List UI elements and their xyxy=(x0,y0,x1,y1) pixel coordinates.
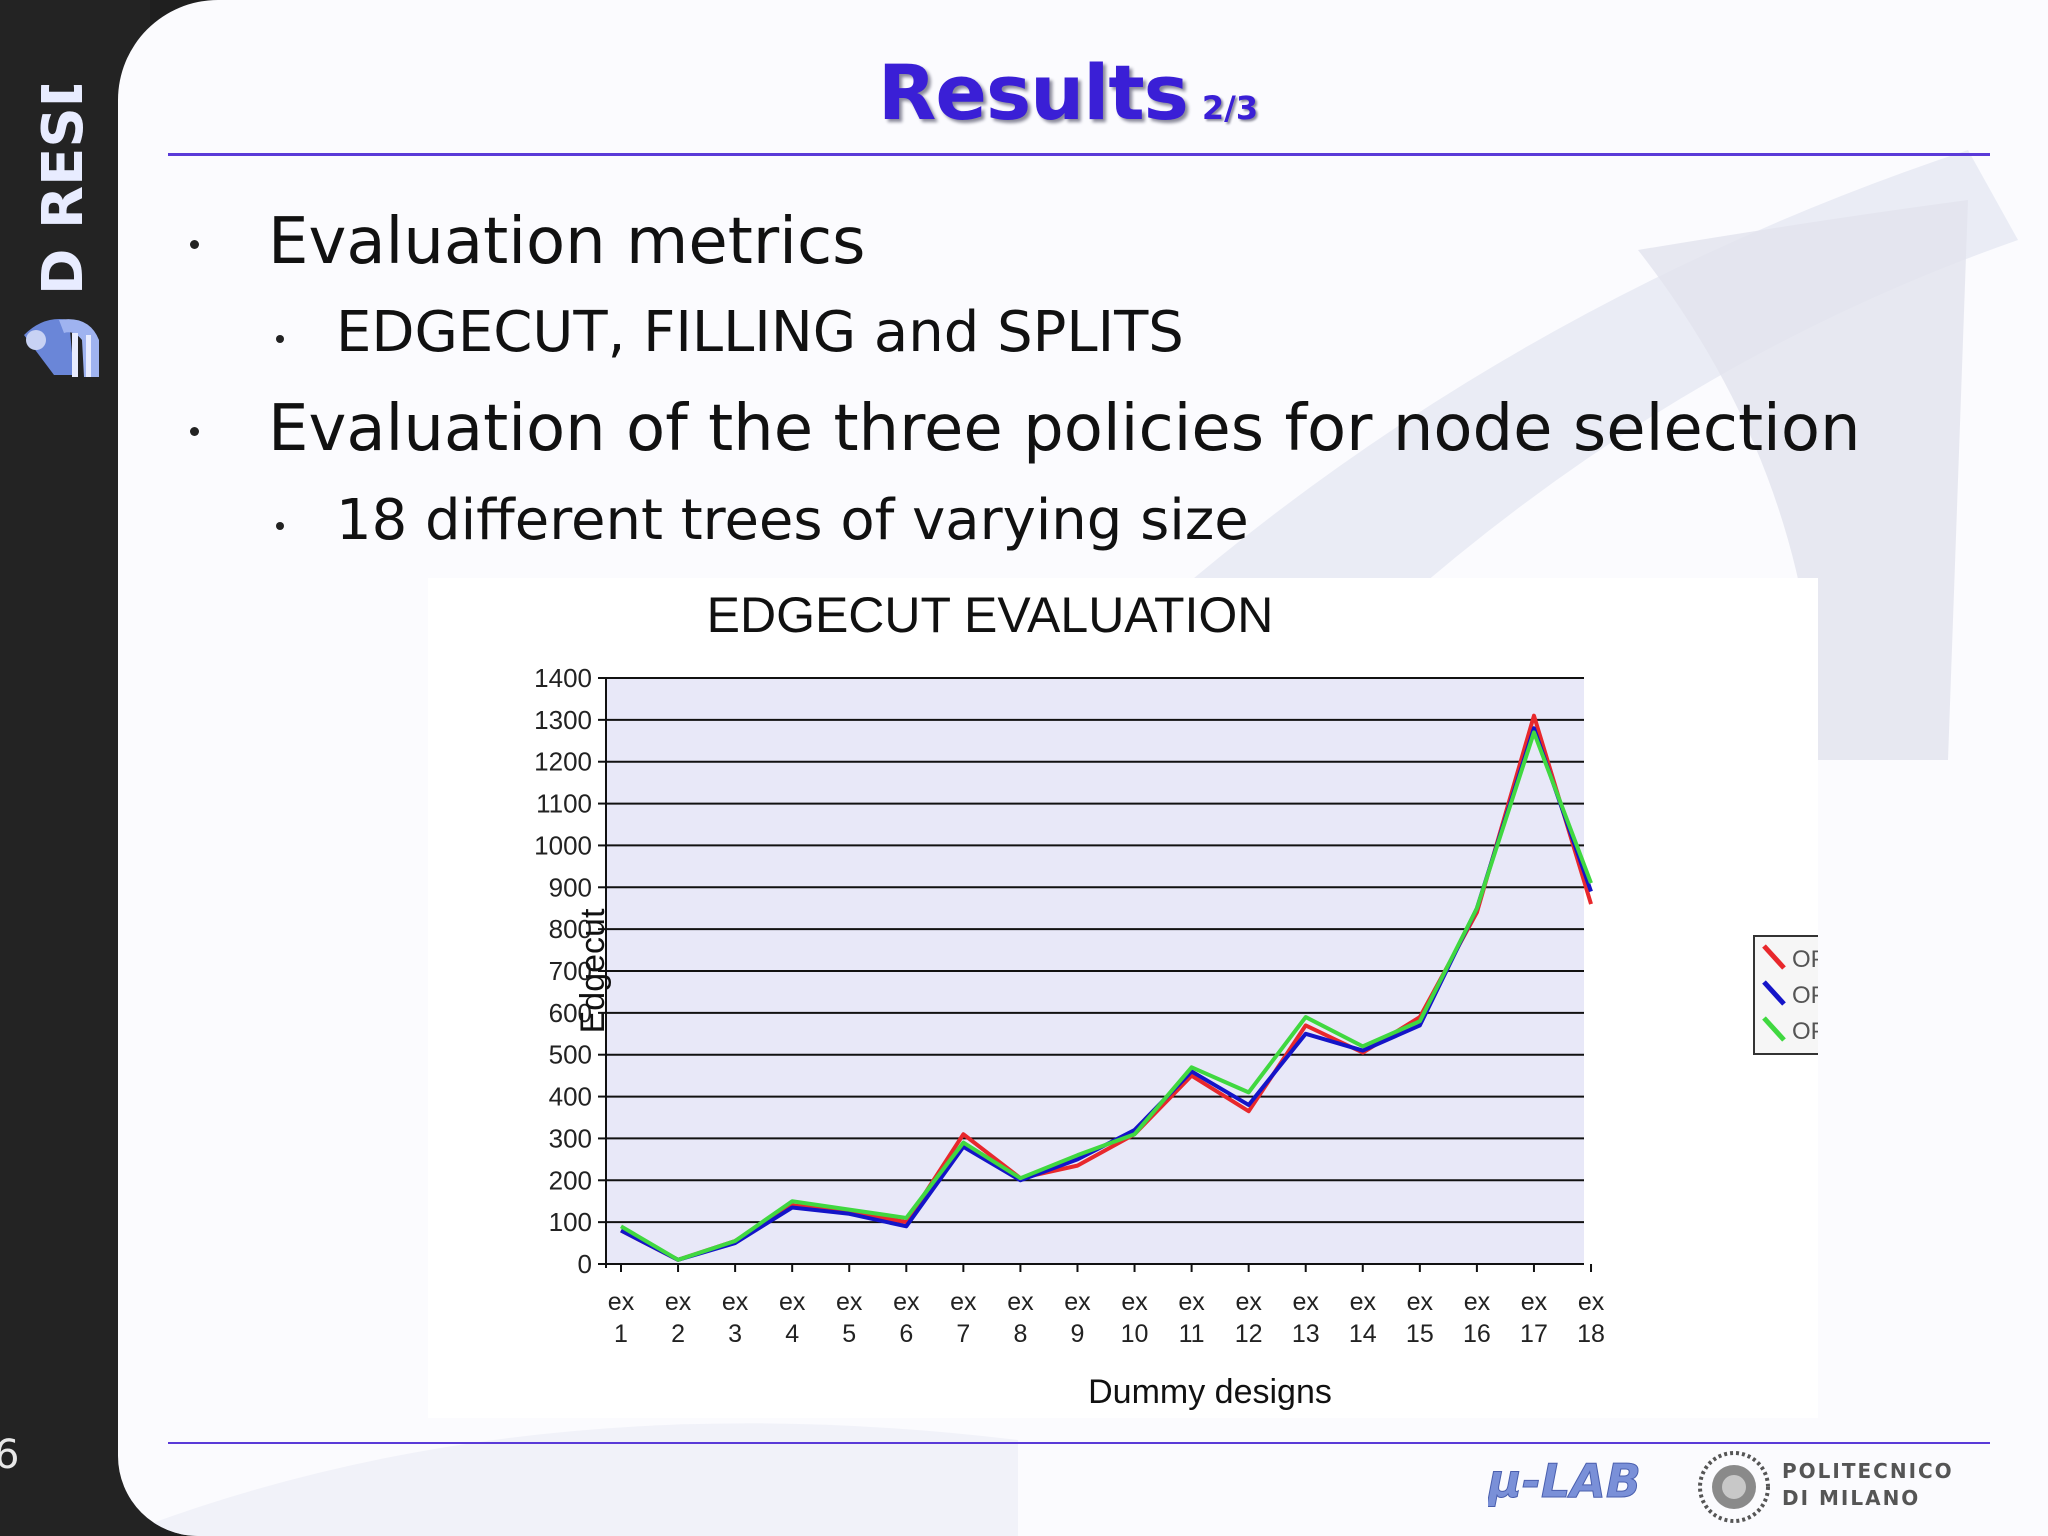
x-tick-labels: ex 1 ex 2 ex 3 ex 4 ex 5 ex 6 ex 7 ex 8 ex 9 ex 10 ex 11 ex 12 e… xyxy=(608,1288,1605,1348)
bullet-dot xyxy=(276,522,284,530)
legend-swatch xyxy=(1762,944,1786,970)
title-divider xyxy=(168,153,1990,156)
x-tick-label: ex 18 xyxy=(1577,1288,1605,1348)
legend-label: OPT2 xyxy=(1792,1018,1818,1045)
bullet-dot xyxy=(190,240,199,249)
y-axis-label: Edgecut xyxy=(574,908,612,1033)
page-title: Results xyxy=(877,48,1189,137)
y-tick-label: 900 xyxy=(549,872,592,902)
y-tick-labels: 0 100 200 300 400 500 600 700 800 900 1000 1100 1200… xyxy=(534,663,592,1279)
mu-lab-logo: μ-LAB xyxy=(1488,1454,1641,1508)
x-tick-label: ex 1 xyxy=(608,1288,635,1348)
chart-title: EDGECUT EVALUATION xyxy=(707,587,1274,643)
dresd-emblem-icon xyxy=(24,319,99,377)
y-tick-label: 1400 xyxy=(534,663,592,693)
x-tick-label: ex 17 xyxy=(1520,1288,1548,1348)
polimi-seal-icon xyxy=(1698,1451,1770,1523)
y-tick-label: 600 xyxy=(549,998,592,1028)
footer-divider xyxy=(168,1442,1990,1444)
x-tick-label: ex 14 xyxy=(1349,1288,1377,1348)
x-tick-label: ex 11 xyxy=(1178,1288,1205,1348)
x-tick-label: ex 16 xyxy=(1463,1288,1491,1348)
legend-swatch xyxy=(1762,1016,1786,1042)
series-lines xyxy=(619,713,1593,1262)
legend-box xyxy=(1753,935,1818,1055)
x-tick-label: ex 12 xyxy=(1235,1288,1263,1348)
background-swoosh xyxy=(118,150,2018,1536)
x-tick-label: ex 13 xyxy=(1292,1288,1320,1348)
dresd-logo-text: D RESD xyxy=(31,85,96,295)
bullet-2-sub-1: 18 different trees of varying size xyxy=(336,488,1249,553)
y-tick-label: 700 xyxy=(549,956,592,986)
slide: Results 2/3 Evaluation metrics EDGECUT, F… xyxy=(118,0,2048,1536)
y-tick-label: 100 xyxy=(549,1207,592,1237)
bullet-1: Evaluation metrics xyxy=(268,205,866,279)
edgecut-chart: EDGECUT EVALUATION 0 100 200 300 400 500 600 70… xyxy=(534,587,1818,1411)
bullet-1-sub-1: EDGECUT, FILLING and SPLITS xyxy=(336,300,1184,365)
title-row: Results 2/3 xyxy=(118,48,2018,137)
x-tick-label: ex 5 xyxy=(836,1288,863,1348)
x-tick-label: ex 8 xyxy=(1007,1288,1034,1348)
y-tick-label: 400 xyxy=(549,1082,592,1112)
footer-logos: μ-LAB POLITECNICO DI MILANO xyxy=(1488,1451,1954,1523)
y-tick-label: 200 xyxy=(549,1165,592,1195)
y-tick-label: 1000 xyxy=(534,830,592,860)
y-tick-label: 300 xyxy=(549,1123,592,1153)
gridlines xyxy=(598,677,1593,1272)
legend-swatch xyxy=(1762,980,1786,1006)
chart-panel: EDGECUT EVALUATION 0 100 200 300 400 500 600 70… xyxy=(428,578,1818,1418)
page-title-suffix: 2/3 xyxy=(1201,89,1259,127)
y-tick-label: 1300 xyxy=(534,705,592,735)
series-line-opt2 xyxy=(619,730,1593,1262)
y-tick-label: 1200 xyxy=(534,747,592,777)
y-tick-label: 1100 xyxy=(536,789,592,819)
legend-label: OPT0 xyxy=(1792,946,1818,973)
x-tick-label: ex 7 xyxy=(950,1288,977,1348)
y-tick-label: 0 xyxy=(578,1249,592,1279)
polimi-name-line1: POLITECNICO xyxy=(1782,1459,1954,1483)
y-tick-label: 500 xyxy=(549,1040,592,1070)
dresd-logo: D RESD xyxy=(24,85,99,377)
x-tick-label: ex 10 xyxy=(1121,1288,1149,1348)
x-axis-label: Dummy designs xyxy=(1088,1373,1332,1411)
x-tick-label: ex 3 xyxy=(722,1288,749,1348)
bullet-dot xyxy=(276,335,284,343)
x-tick-label: ex 6 xyxy=(893,1288,920,1348)
bullet-dot xyxy=(190,427,199,436)
bullet-2: Evaluation of the three policies for nod… xyxy=(268,392,1861,466)
page-number: 6 xyxy=(0,1432,20,1478)
x-tick-label: ex 4 xyxy=(779,1288,806,1348)
x-tick-label: ex 9 xyxy=(1064,1288,1091,1348)
legend-label: OPT1 xyxy=(1792,982,1818,1009)
x-tick-label: ex 15 xyxy=(1406,1288,1434,1348)
y-tick-label: 800 xyxy=(549,914,592,944)
legend: OPT0 OPT1 OPT2 xyxy=(1753,935,1818,1055)
x-tick-label: ex 2 xyxy=(665,1288,692,1348)
polimi-name-line2: DI MILANO xyxy=(1782,1486,1920,1510)
